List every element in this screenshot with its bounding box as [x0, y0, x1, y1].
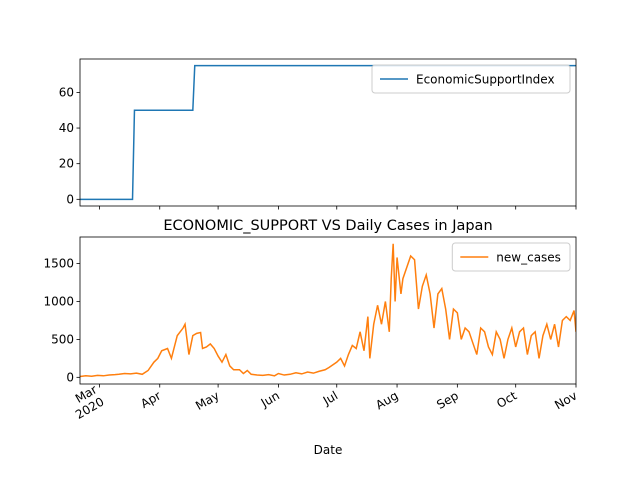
y-tick-label: 0: [66, 370, 74, 384]
x-axis-label: Date: [314, 443, 343, 457]
y-tick-label: 500: [51, 332, 74, 346]
x-tick-label: Mar2020: [66, 382, 107, 422]
y-tick-label: 40: [59, 121, 74, 135]
x-tick-label: Jun: [258, 388, 282, 410]
x-tick-label: May: [193, 388, 221, 413]
x-tick-label: Sep: [434, 388, 461, 411]
data-line: [80, 64, 576, 201]
axes-frame: [79, 236, 577, 385]
axes-frame: [79, 58, 577, 207]
plot-area: [80, 64, 576, 201]
plot-area: [80, 243, 576, 378]
legend-box: [451, 242, 571, 272]
y-tick-label: 1500: [43, 257, 74, 271]
x-tick-label: Aug: [373, 388, 400, 412]
chart-title: ECONOMIC_SUPPORT VS Daily Cases in Japan: [163, 218, 492, 234]
data-line: [80, 243, 576, 378]
legend-label: EconomicSupportIndex: [416, 73, 555, 87]
y-tick-label: 60: [59, 85, 74, 99]
x-tick-label: Nov: [552, 388, 579, 412]
legend-box: [371, 64, 571, 94]
y-tick-label: 1000: [43, 294, 74, 308]
y-tick-label: 20: [59, 157, 74, 171]
x-tick-label: Apr: [138, 388, 163, 411]
y-tick-label: 0: [66, 192, 74, 206]
x-tick-label: Oct: [494, 388, 519, 411]
legend-label: new_cases: [496, 251, 561, 265]
x-tick-label: Jul: [320, 388, 340, 408]
